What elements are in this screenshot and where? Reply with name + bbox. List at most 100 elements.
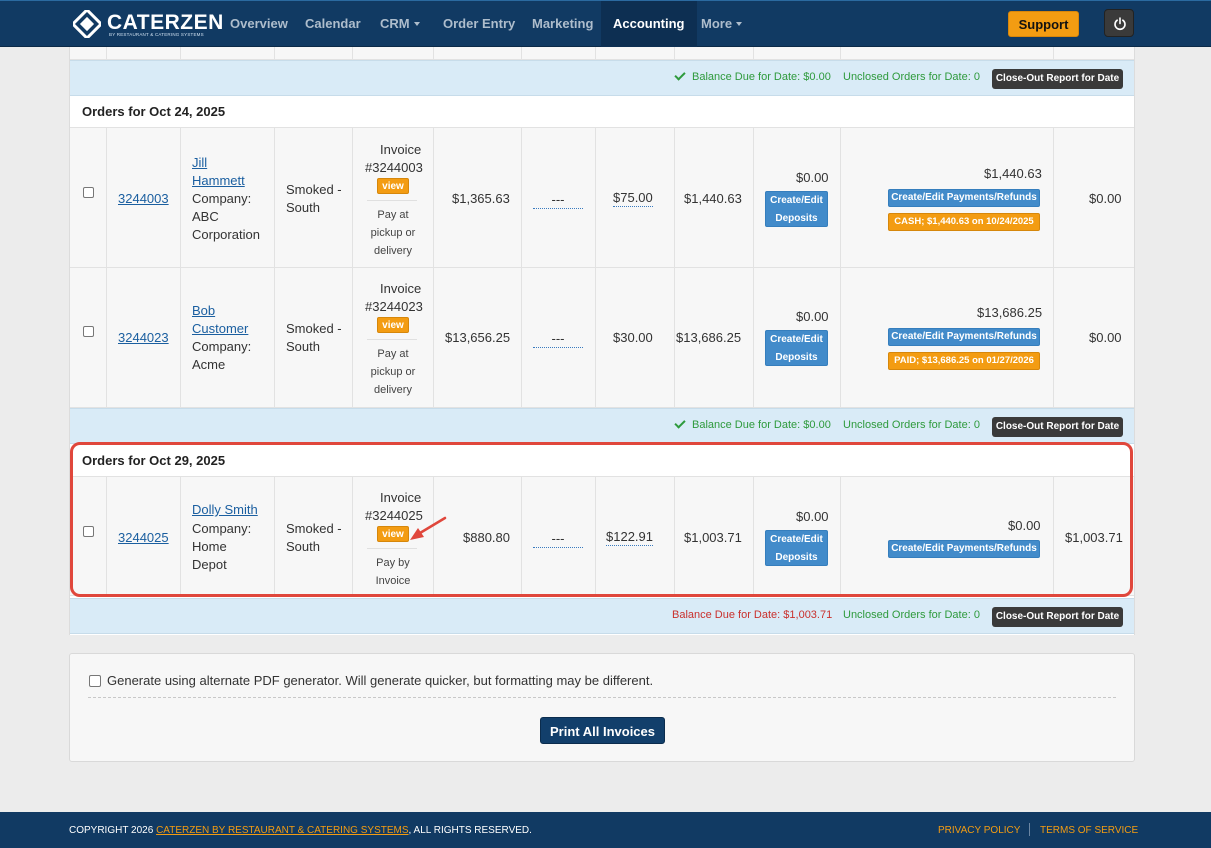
company-name-cont: Depot	[192, 557, 227, 572]
balance-due-for-date: Balance Due for Date: $1,003.71	[672, 609, 833, 621]
caterzen-logo-icon	[73, 10, 101, 38]
balance-value: $1,003.71	[1065, 530, 1123, 545]
check-icon	[674, 69, 686, 81]
invoice-number: #3244025	[365, 508, 423, 523]
date-group-header: Orders for Oct 29, 2025	[82, 453, 226, 468]
discount-value[interactable]: ---	[533, 531, 583, 548]
orders-table: Balance Due for Date: $0.00 Unclosed Ord…	[69, 47, 1135, 635]
order-select-checkbox[interactable]	[83, 526, 94, 537]
balance-value: $0.00	[1089, 191, 1122, 206]
nav-label: Overview	[230, 16, 288, 31]
date-summary-bar: Balance Due for Date: $0.00 Unclosed Ord…	[70, 408, 1134, 444]
alternate-pdf-label[interactable]: Generate using alternate PDF generator. …	[107, 673, 654, 688]
company-name: Home	[192, 539, 227, 554]
payment-record-badge[interactable]: PAID; $13,686.25 on 01/27/2026	[888, 352, 1040, 370]
customer-name-link[interactable]: Jill Hammett	[192, 155, 245, 188]
nav-crm[interactable]: CRM	[380, 1, 420, 47]
customer-name-link[interactable]: Dolly Smith	[192, 502, 258, 517]
copyright-text: COPYRIGHT 2026 CATERZEN BY RESTAURANT & …	[69, 825, 532, 836]
paid-amount: $0.00	[1008, 518, 1041, 533]
payment-record-badge[interactable]: CASH; $1,440.63 on 10/24/2025	[888, 213, 1040, 231]
nav-label: CRM	[380, 16, 410, 31]
company-label: Company:	[192, 339, 252, 354]
terms-of-service-link[interactable]: TERMS OF SERVICE	[1040, 825, 1139, 836]
company-label: Company:	[192, 521, 252, 536]
brand-tagline: BY RESTAURANT & CATERING SYSTEMS	[109, 32, 204, 37]
print-all-invoices-button[interactable]: Print All Invoices	[540, 717, 665, 744]
invoice-number: #3244023	[365, 299, 423, 314]
balance-due-for-date: Balance Due for Date: $0.00	[674, 69, 831, 83]
paid-amount: $1,440.63	[984, 166, 1042, 181]
alternate-pdf-checkbox[interactable]	[89, 675, 101, 687]
deposit-value: $0.00	[796, 309, 829, 324]
order-number-link[interactable]: 3244003	[118, 191, 169, 206]
unclosed-orders-for-date: Unclosed Orders for Date: 0	[843, 419, 980, 431]
customer-name-link[interactable]: Bob Customer	[192, 303, 249, 336]
caret-down-icon	[736, 21, 743, 26]
close-out-report-button[interactable]: Close-Out Report for Date	[992, 417, 1123, 437]
location-name: Smoked - South	[286, 521, 342, 554]
order-number-link[interactable]: 3244025	[118, 530, 169, 545]
invoice-label: Invoice	[380, 142, 422, 157]
company-label: Company:	[192, 191, 252, 206]
check-icon	[674, 417, 686, 429]
deposit-value: $0.00	[796, 170, 829, 185]
view-invoice-button[interactable]: view	[377, 317, 409, 333]
discount-value[interactable]: ---	[533, 192, 583, 209]
logout-button[interactable]	[1104, 9, 1134, 37]
company-link[interactable]: CATERZEN BY RESTAURANT & CATERING SYSTEM…	[156, 825, 409, 836]
footer-divider	[1029, 823, 1030, 836]
top-navbar: CATERZEN BY RESTAURANT & CATERING SYSTEM…	[0, 0, 1211, 47]
power-icon	[1114, 17, 1126, 31]
order-select-checkbox[interactable]	[83, 326, 94, 337]
date-group-header: Orders for Oct 24, 2025	[82, 104, 226, 119]
location-name: Smoked - South	[286, 321, 342, 354]
create-edit-payments-button[interactable]: Create/Edit Payments/Refunds	[888, 540, 1040, 558]
create-edit-deposits-button[interactable]: Create/Edit Deposits	[765, 530, 828, 566]
balance-value: $0.00	[1089, 330, 1122, 345]
table-row: 3244003 Jill Hammett Company: ABC Corpor…	[70, 127, 1134, 268]
date-summary-bar: Balance Due for Date: $1,003.71 Unclosed…	[70, 598, 1134, 634]
close-out-report-button[interactable]: Close-Out Report for Date	[992, 69, 1123, 89]
deposit-value: $0.00	[796, 509, 829, 524]
payment-terms: Pay by Invoice	[375, 557, 411, 587]
print-options-panel: Generate using alternate PDF generator. …	[69, 653, 1135, 762]
create-edit-payments-button[interactable]: Create/Edit Payments/Refunds	[888, 189, 1040, 207]
nav-marketing[interactable]: Marketing	[532, 1, 593, 47]
table-row-partial	[70, 47, 1134, 60]
pointer-arrow-icon	[410, 516, 447, 540]
subtotal-value: $1,365.63	[452, 191, 510, 206]
nav-calendar[interactable]: Calendar	[305, 1, 361, 47]
caterzen-logo[interactable]: CATERZEN BY RESTAURANT & CATERING SYSTEM…	[73, 8, 223, 40]
invoice-label: Invoice	[380, 490, 422, 505]
nav-more[interactable]: More	[701, 1, 743, 47]
page-footer: COPYRIGHT 2026 CATERZEN BY RESTAURANT & …	[0, 812, 1211, 848]
view-invoice-button[interactable]: view	[377, 178, 409, 194]
support-button[interactable]: Support	[1008, 11, 1079, 37]
nav-order-entry[interactable]: Order Entry	[443, 1, 515, 47]
nav-label: More	[701, 16, 733, 31]
order-select-checkbox[interactable]	[83, 187, 94, 198]
divider	[88, 697, 1116, 698]
unclosed-orders-for-date: Unclosed Orders for Date: 0	[843, 71, 980, 83]
create-edit-deposits-button[interactable]: Create/Edit Deposits	[765, 191, 828, 227]
nav-label: Order Entry	[443, 16, 516, 31]
fee-value[interactable]: $75.00	[613, 190, 653, 207]
invoice-number: #3244003	[365, 160, 423, 175]
discount-value[interactable]: ---	[533, 331, 583, 348]
fee-value: $30.00	[613, 330, 653, 345]
create-edit-deposits-button[interactable]: Create/Edit Deposits	[765, 330, 828, 366]
privacy-policy-link[interactable]: PRIVACY POLICY	[938, 825, 1021, 836]
location-name: Smoked - South	[286, 182, 342, 215]
nav-label: Accounting	[613, 16, 685, 31]
fee-value[interactable]: $122.91	[606, 529, 653, 546]
close-out-report-button[interactable]: Close-Out Report for Date	[992, 607, 1123, 627]
nav-overview[interactable]: Overview	[230, 1, 288, 47]
view-invoice-button[interactable]: view	[377, 526, 409, 542]
date-summary-bar: Balance Due for Date: $0.00 Unclosed Ord…	[70, 60, 1134, 96]
table-row: 3244023 Bob Customer Company: Acme Smoke…	[70, 268, 1134, 408]
nav-accounting[interactable]: Accounting	[601, 1, 697, 47]
balance-due-for-date: Balance Due for Date: $0.00	[674, 417, 831, 431]
create-edit-payments-button[interactable]: Create/Edit Payments/Refunds	[888, 328, 1040, 346]
order-number-link[interactable]: 3244023	[118, 330, 169, 345]
